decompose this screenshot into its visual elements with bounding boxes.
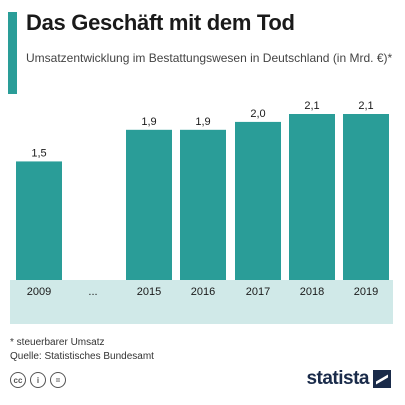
statista-logo-icon <box>373 370 391 388</box>
source-text: Quelle: Statistisches Bundesamt <box>10 351 154 362</box>
license-icons: cc i = <box>10 372 66 388</box>
statista-logo[interactable]: statista <box>306 368 391 390</box>
attribution-icon[interactable]: i <box>30 372 46 388</box>
data-label-2009: 1,5 <box>31 147 46 159</box>
bar-chart: 1,5 2009 ... 1,9 2015 1,9 2016 2,0 2017 2,1 2018 2,… <box>10 100 393 324</box>
chart-subtitle: Umsatzentwicklung im Bestattungswesen in… <box>26 51 393 65</box>
x-tick-label: 2019 <box>354 286 378 298</box>
footnote-text: * steuerbarer Umsatz <box>10 337 105 348</box>
no-derivatives-icon[interactable]: = <box>50 372 66 388</box>
title-accent-bar <box>8 12 17 94</box>
data-label-2017: 2,0 <box>250 108 265 120</box>
bar-2017 <box>235 121 281 281</box>
brand-name: statista <box>306 368 369 389</box>
x-axis-band <box>10 280 393 324</box>
bar-2018 <box>289 114 335 280</box>
x-tick-label: 2009 <box>27 286 51 298</box>
page-title: Das Geschäft mit dem Tod <box>26 10 295 35</box>
data-label-2016: 1,9 <box>195 116 210 128</box>
data-label-2015: 1,9 <box>141 116 156 128</box>
x-tick-label: 2018 <box>300 286 324 298</box>
bar-2016 <box>180 129 226 280</box>
x-tick-label: ... <box>88 286 97 298</box>
bar-2015 <box>126 129 172 280</box>
bar-2009 <box>16 161 62 280</box>
data-label-2019: 2,1 <box>358 100 373 112</box>
data-label-2018: 2,1 <box>304 100 319 112</box>
cc-icon[interactable]: cc <box>10 372 26 388</box>
bar-2019 <box>343 114 389 280</box>
footnote-block: * steuerbarer Umsatz Quelle: Statistisch… <box>10 336 154 364</box>
x-tick-label: 2016 <box>191 286 215 298</box>
x-tick-label: 2015 <box>137 286 161 298</box>
x-tick-label: 2017 <box>246 286 270 298</box>
